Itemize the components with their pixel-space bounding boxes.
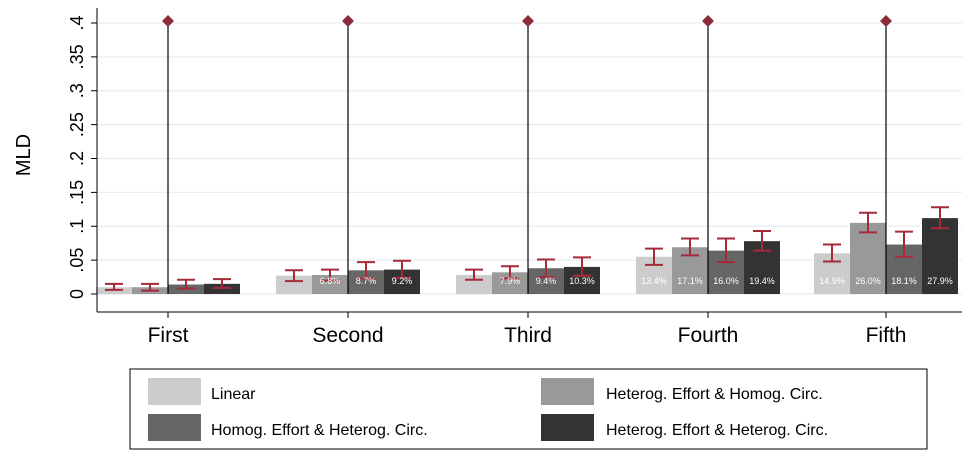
y-tick-label: .4: [67, 15, 87, 30]
legend-label: Heterog. Effort & Homog. Circ.: [606, 386, 823, 403]
total-marker: [342, 14, 354, 27]
bar-pct-label: 13.4%: [641, 276, 667, 286]
bar: [850, 222, 886, 294]
bar-pct-label: 14.9%: [819, 276, 845, 286]
x-tick-label: Third: [504, 324, 552, 347]
bar: [348, 270, 384, 294]
y-axis-title: MLD: [13, 134, 35, 176]
bar: [204, 283, 240, 294]
legend-label: Linear: [211, 386, 256, 403]
bar-pct-label: 17.1%: [677, 276, 703, 286]
bar-pct-label: 16.0%: [713, 276, 739, 286]
total-marker: [522, 14, 534, 27]
y-tick-label: .15: [67, 180, 87, 205]
y-tick-label: .1: [67, 219, 87, 234]
legend-label: Homog. Effort & Heterog. Circ.: [211, 422, 428, 439]
total-marker: [162, 14, 174, 27]
legend-swatch: [148, 414, 201, 441]
axis-layer: 0 .05 .1 .15 .2 .25 .3 .35 .4 First Second Third Fou…: [67, 8, 962, 347]
y-tick-label: .25: [67, 112, 87, 137]
bar-pct-label: 8.7%: [356, 276, 377, 286]
legend-swatch: [148, 378, 201, 405]
bar-pct-label: 26.0%: [855, 276, 881, 286]
y-tick-label: .2: [67, 151, 87, 166]
bar-pct-label: 9.4%: [536, 276, 557, 286]
total-marker: [880, 14, 892, 27]
bar-pct-label: 10.3%: [569, 276, 595, 286]
x-tick-label: Second: [312, 324, 383, 347]
x-tick-label: Fourth: [678, 324, 739, 347]
bar: [922, 218, 958, 294]
bar-layer: 6.8% 8.7% 9.2% 7.9% 9.4% 10.3% 13.4% 17.1% 16.0%…: [96, 206, 958, 294]
y-tick-label: 0: [67, 289, 87, 299]
legend-label: Heterog. Effort & Heterog. Circ.: [606, 422, 828, 439]
total-marker: [702, 14, 714, 27]
legend: Linear Heterog. Effort & Homog. Circ. Homo…: [129, 368, 928, 450]
marker-layer: [162, 14, 892, 294]
bar-pct-label: 7.9%: [500, 276, 521, 286]
y-tick-label: .35: [67, 44, 87, 69]
legend-swatch: [541, 378, 594, 405]
y-tick-label: .3: [67, 83, 87, 98]
bar-pct-label: 18.1%: [891, 276, 917, 286]
legend-swatch: [541, 414, 594, 441]
legend-box: [129, 368, 928, 450]
x-tick-label: First: [148, 324, 189, 347]
bar-pct-label: 27.9%: [927, 276, 953, 286]
bar-pct-label: 6.8%: [320, 276, 341, 286]
x-tick-label: Fifth: [866, 324, 907, 347]
bar-pct-label: 19.4%: [749, 276, 775, 286]
bar-pct-label: 9.2%: [392, 276, 413, 286]
y-tick-label: .05: [67, 248, 87, 273]
